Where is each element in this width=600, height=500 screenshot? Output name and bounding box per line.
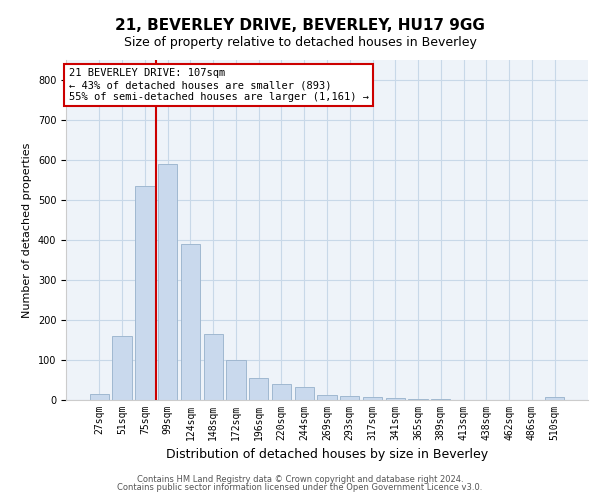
Bar: [226, 360, 245, 400]
Bar: [386, 398, 405, 400]
Bar: [249, 378, 268, 400]
Text: Contains public sector information licensed under the Open Government Licence v3: Contains public sector information licen…: [118, 484, 482, 492]
Bar: [181, 244, 200, 400]
Bar: [90, 394, 109, 400]
Bar: [317, 395, 337, 400]
Bar: [203, 334, 223, 400]
Text: 21, BEVERLEY DRIVE, BEVERLEY, HU17 9GG: 21, BEVERLEY DRIVE, BEVERLEY, HU17 9GG: [115, 18, 485, 32]
Bar: [158, 164, 178, 400]
Text: Size of property relative to detached houses in Beverley: Size of property relative to detached ho…: [124, 36, 476, 49]
Bar: [431, 399, 451, 400]
Y-axis label: Number of detached properties: Number of detached properties: [22, 142, 32, 318]
X-axis label: Distribution of detached houses by size in Beverley: Distribution of detached houses by size …: [166, 448, 488, 462]
Text: 21 BEVERLEY DRIVE: 107sqm
← 43% of detached houses are smaller (893)
55% of semi: 21 BEVERLEY DRIVE: 107sqm ← 43% of detac…: [68, 68, 368, 102]
Bar: [112, 336, 132, 400]
Bar: [295, 387, 314, 400]
Bar: [272, 384, 291, 400]
Bar: [135, 186, 155, 400]
Bar: [545, 397, 564, 400]
Text: Contains HM Land Registry data © Crown copyright and database right 2024.: Contains HM Land Registry data © Crown c…: [137, 475, 463, 484]
Bar: [409, 399, 428, 400]
Bar: [340, 396, 359, 400]
Bar: [363, 397, 382, 400]
